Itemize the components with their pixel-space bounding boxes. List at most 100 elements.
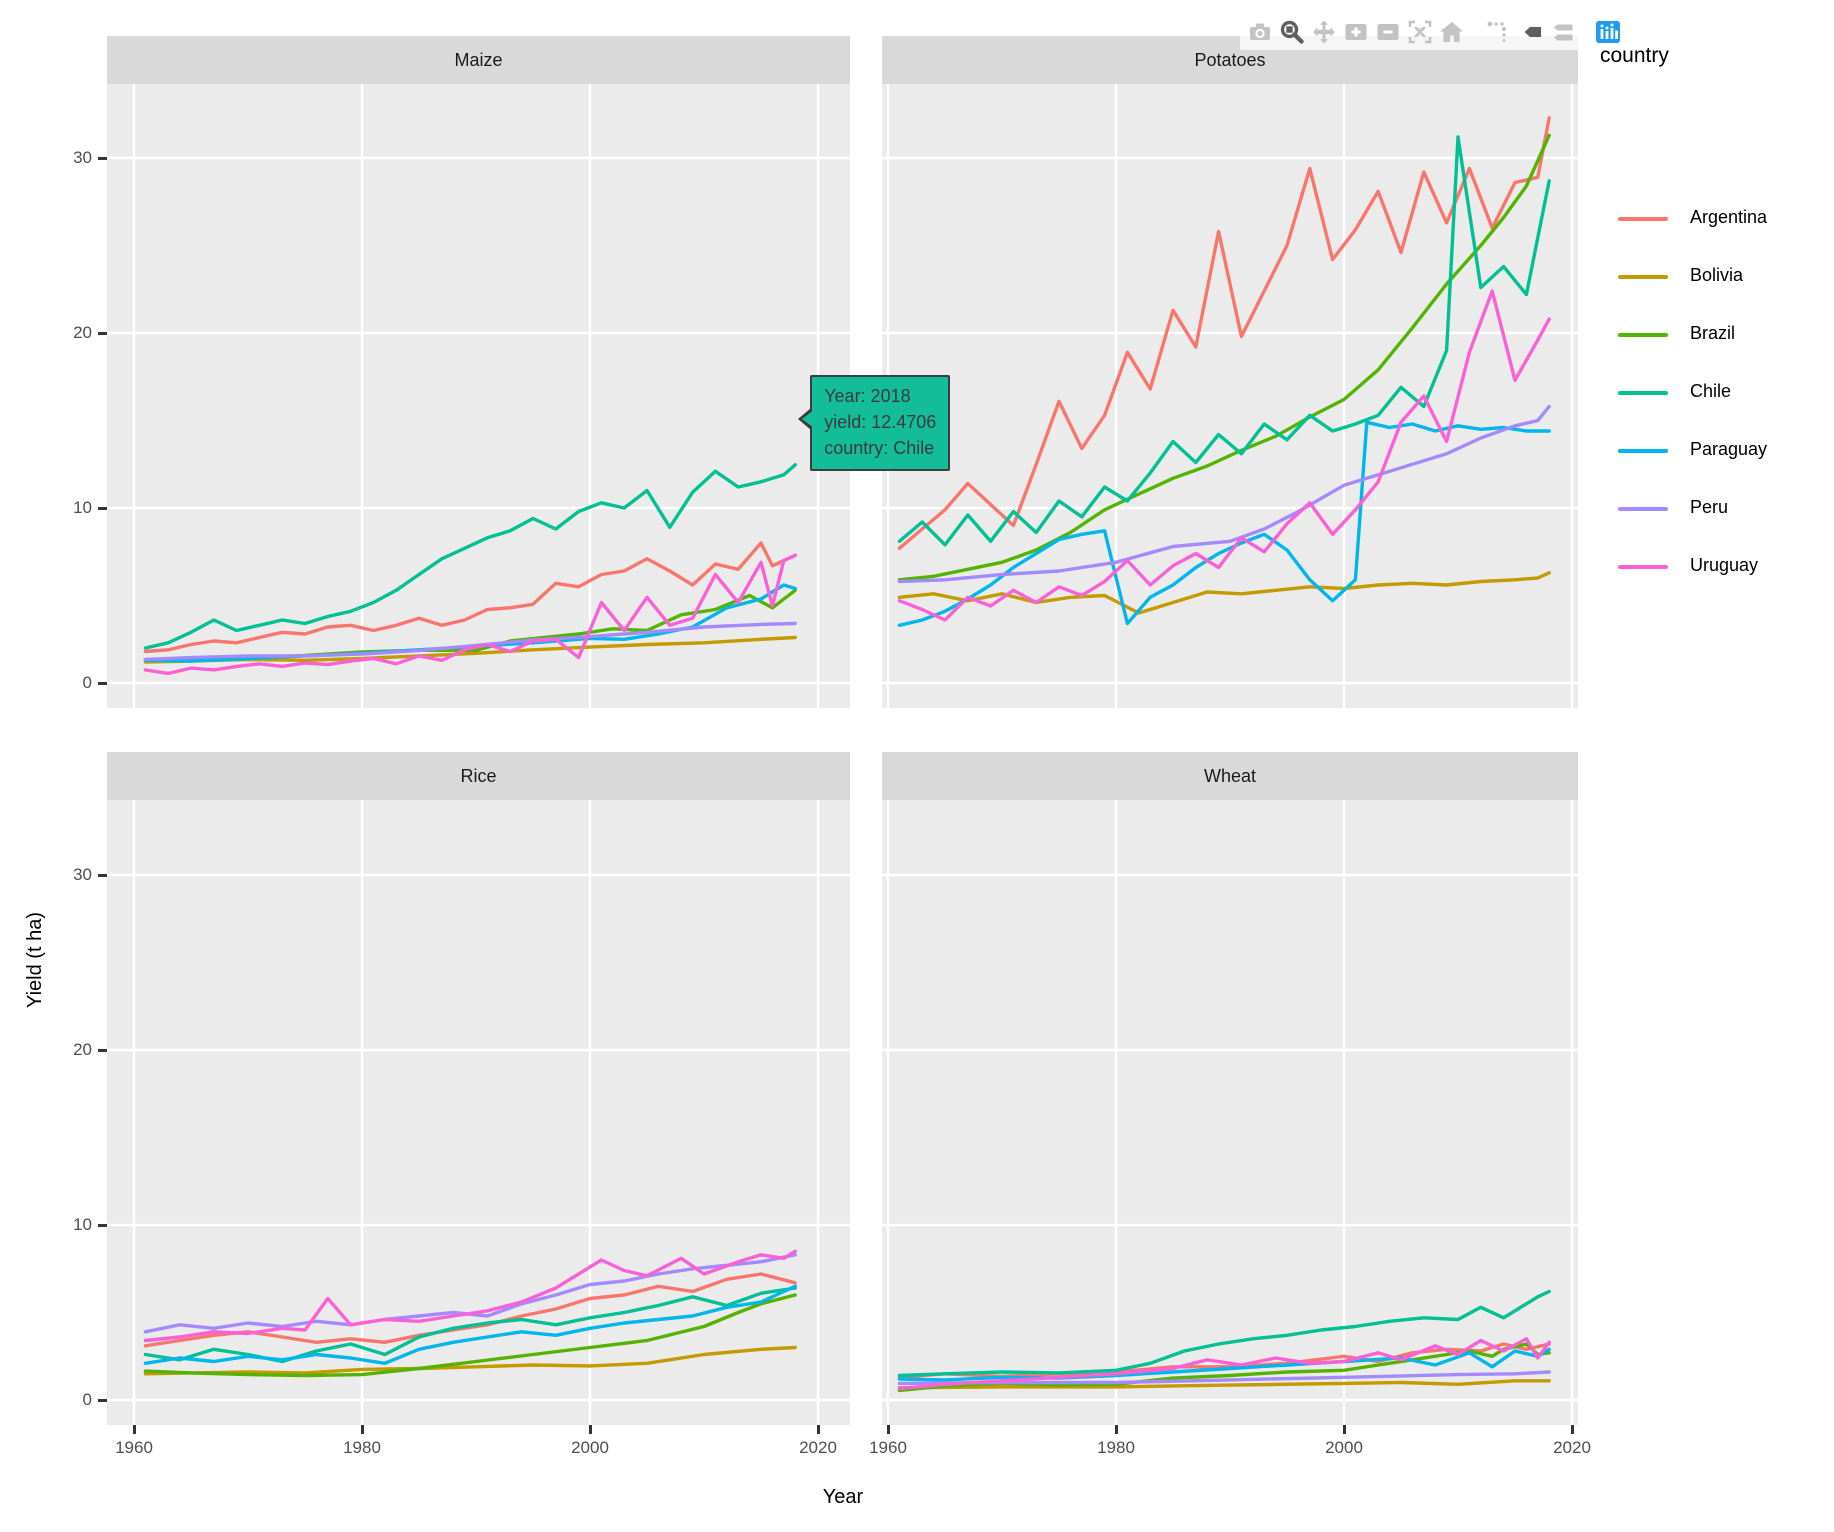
- line-potatoes-peru[interactable]: [897, 404, 1551, 584]
- line-potatoes-chile[interactable]: [897, 135, 1551, 547]
- modebar-group-separator: [1468, 32, 1482, 33]
- legend-item-label: Paraguay: [1690, 439, 1768, 459]
- facet-strip-wheat: Wheat: [882, 752, 1578, 800]
- legend-item-bolivia[interactable]: Bolivia: [1618, 265, 1744, 287]
- reset-axes-icon[interactable]: [1436, 16, 1468, 48]
- x-tick: [1571, 1425, 1574, 1434]
- spikelines-icon[interactable]: [1482, 16, 1514, 48]
- facet-panel-potatoes[interactable]: [882, 84, 1578, 708]
- line-wheat-chile[interactable]: [897, 1289, 1551, 1378]
- facet-strip-label: Potatoes: [1194, 49, 1266, 70]
- legend-swatch-icon: [1618, 332, 1668, 337]
- x-tick-label: 1980: [1097, 1438, 1135, 1457]
- facet-strip-label: Maize: [454, 49, 503, 70]
- line-potatoes-uruguay[interactable]: [897, 289, 1551, 622]
- line-maize-peru[interactable]: [143, 621, 797, 662]
- line-rice-peru[interactable]: [143, 1253, 797, 1334]
- legend-item-uruguay[interactable]: Uruguay: [1618, 555, 1759, 577]
- line-potatoes-brazil[interactable]: [897, 133, 1551, 582]
- line-maize-uruguay[interactable]: [143, 553, 797, 676]
- y-tick: [98, 682, 107, 685]
- x-tick-label: 2000: [571, 1438, 609, 1457]
- line-maize-argentina[interactable]: [143, 541, 797, 654]
- legend-item-paraguay[interactable]: Paraguay: [1618, 439, 1768, 461]
- facet-strip-rice: Rice: [107, 752, 850, 800]
- hover-tooltip: Year: 2018 yield: 12.4706 country: Chile: [810, 374, 951, 471]
- plotly-logo-icon[interactable]: [1592, 16, 1624, 48]
- x-tick-label: 2020: [799, 1438, 837, 1457]
- legend-swatch-icon: [1618, 448, 1668, 453]
- zoom-icon[interactable]: [1276, 16, 1308, 48]
- hover-compare-icon[interactable]: [1546, 16, 1578, 48]
- tooltip-caret-fill: [801, 409, 814, 428]
- facet-strip-label: Rice: [460, 765, 497, 786]
- facet-panel-wheat[interactable]: [882, 800, 1578, 1425]
- x-tick: [361, 1425, 364, 1434]
- autoscale-icon[interactable]: [1404, 16, 1436, 48]
- x-tick-label: 2020: [1553, 1438, 1591, 1457]
- line-wheat-bolivia[interactable]: [897, 1379, 1551, 1390]
- line-potatoes-bolivia[interactable]: [897, 571, 1551, 615]
- legend-swatch-icon: [1618, 390, 1668, 395]
- y-tick-label: 10: [73, 1215, 92, 1234]
- line-rice-argentina[interactable]: [143, 1272, 797, 1348]
- line-rice-uruguay[interactable]: [143, 1249, 797, 1343]
- x-tick: [887, 1425, 890, 1434]
- facet-panel-rice[interactable]: [107, 800, 850, 1425]
- x-tick: [1115, 1425, 1118, 1434]
- modebar: [1240, 14, 1628, 50]
- modebar-group-separator: [1578, 32, 1592, 33]
- facet-strip-label: Wheat: [1203, 765, 1257, 786]
- line-rice-paraguay[interactable]: [143, 1284, 797, 1365]
- y-tick: [98, 874, 107, 877]
- line-potatoes-paraguay[interactable]: [897, 420, 1551, 627]
- y-tick: [98, 157, 107, 160]
- legend-item-brazil[interactable]: Brazil: [1618, 323, 1736, 345]
- line-rice-brazil[interactable]: [143, 1293, 797, 1378]
- y-tick: [98, 507, 107, 510]
- legend-item-label: Peru: [1690, 497, 1729, 517]
- facet-strip-maize: Maize: [107, 36, 850, 84]
- y-tick: [98, 332, 107, 335]
- y-tick-label: 20: [73, 1040, 92, 1059]
- y-tick-label: 30: [73, 148, 92, 167]
- line-rice-bolivia[interactable]: [143, 1345, 797, 1376]
- y-tick-label: 20: [73, 323, 92, 342]
- legend-item-argentina[interactable]: Argentina: [1618, 207, 1768, 229]
- line-maize-chile[interactable]: [143, 463, 797, 650]
- line-wheat-uruguay[interactable]: [897, 1337, 1551, 1391]
- x-tick: [817, 1425, 820, 1434]
- zoom-in-icon[interactable]: [1340, 16, 1372, 48]
- line-wheat-peru[interactable]: [897, 1370, 1551, 1386]
- x-axis-title: Year: [822, 1486, 864, 1508]
- legend-item-chile[interactable]: Chile: [1618, 381, 1731, 403]
- legend-swatch-icon: [1618, 564, 1668, 569]
- tooltip-line-yield: yield: 12.4706: [824, 411, 937, 432]
- pan-icon[interactable]: [1308, 16, 1340, 48]
- tooltip-line-country: country: Chile: [824, 437, 935, 458]
- legend-swatch-icon: [1618, 506, 1668, 511]
- legend-item-label: Uruguay: [1690, 555, 1759, 575]
- legend-item-label: Brazil: [1690, 323, 1736, 343]
- y-tick: [98, 1399, 107, 1402]
- line-potatoes-argentina[interactable]: [897, 116, 1551, 550]
- x-tick-label: 1980: [343, 1438, 381, 1457]
- legend-item-peru[interactable]: Peru: [1618, 497, 1729, 519]
- y-tick-label: 0: [82, 1390, 92, 1409]
- x-tick-label: 2000: [1325, 1438, 1363, 1457]
- legend-item-label: Bolivia: [1690, 265, 1744, 285]
- legend-item-label: Argentina: [1690, 207, 1768, 227]
- camera-icon[interactable]: [1244, 16, 1276, 48]
- x-tick: [133, 1425, 136, 1434]
- zoom-out-icon[interactable]: [1372, 16, 1404, 48]
- y-tick-label: 0: [82, 673, 92, 692]
- hover-closest-icon[interactable]: [1514, 16, 1546, 48]
- legend-swatch-icon: [1618, 274, 1668, 279]
- legend-swatch-icon: [1618, 216, 1668, 221]
- x-tick-label: 1960: [869, 1438, 907, 1457]
- legend: country Argentina Bolivia Brazil Chile P…: [1600, 0, 1834, 620]
- y-axis-title: Yield (t ha): [24, 912, 46, 1008]
- y-tick: [98, 1049, 107, 1052]
- facet-panel-maize[interactable]: [107, 84, 850, 708]
